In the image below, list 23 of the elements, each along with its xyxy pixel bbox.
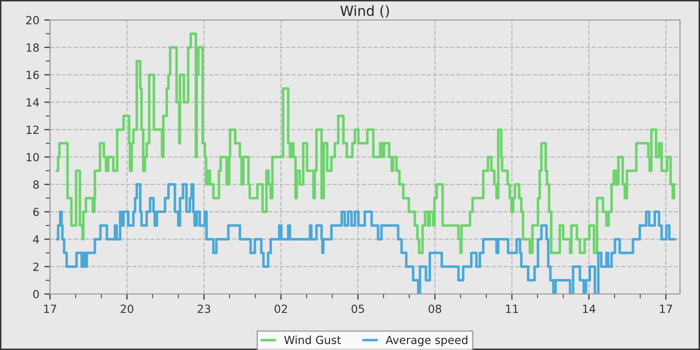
y-tick-label: 10 [26,152,39,162]
y-tick-label: 6 [33,208,39,216]
y-tick-label: 14 [26,98,39,106]
legend-label: Wind Gust [284,336,341,344]
y-tick-label: 4 [33,235,39,244]
x-tick-label: 20 [120,304,134,314]
y-tick-label: 0 [33,290,39,298]
y-tick-label: 16 [26,70,39,80]
y-tick-label: 12 [26,126,38,134]
y-tick-label: 2 [33,262,38,271]
y-tick-label: 20 [26,16,39,24]
x-tick-label: 17 [44,304,56,313]
y-tick-label: 8 [33,180,39,189]
x-tick-label: 02 [274,304,287,314]
y-tick-label: 18 [26,43,39,52]
x-tick-label: 14 [583,304,596,313]
chart-title: Wind () [340,5,389,18]
x-tick-label: 17 [660,304,672,313]
x-tick-label: 08 [428,304,442,314]
x-tick-label: 23 [198,304,210,314]
x-tick-label: 11 [506,304,518,313]
legend-label: Average speed [386,336,468,346]
x-tick-label: 05 [352,304,364,314]
